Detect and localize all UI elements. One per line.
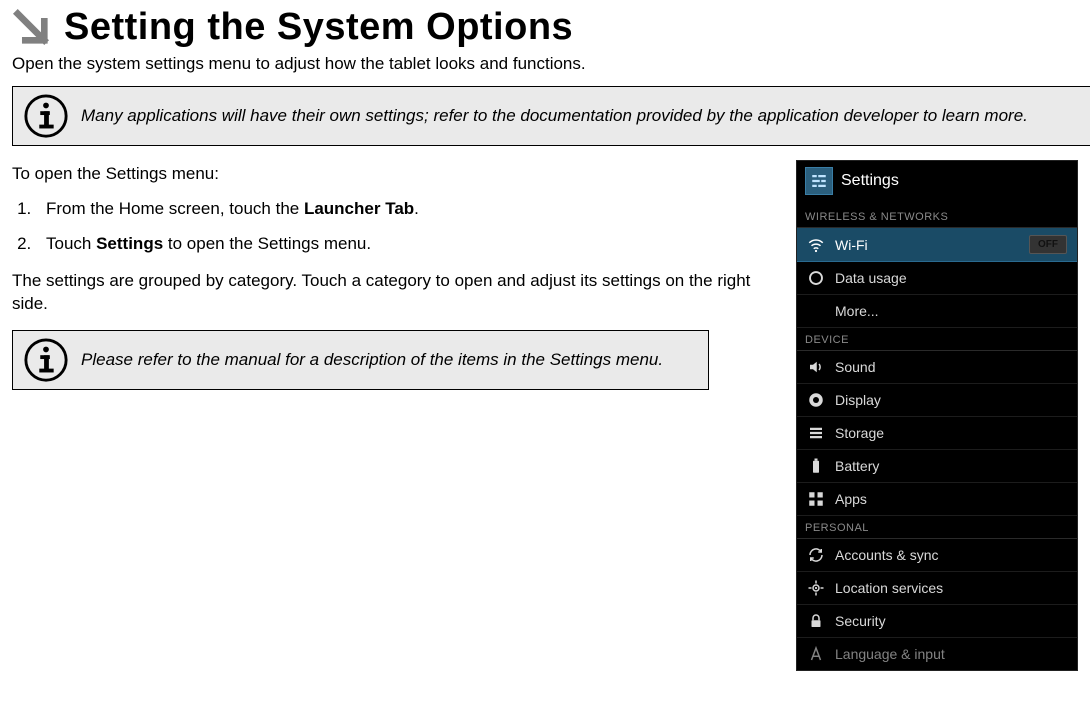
- section-wireless: WIRELESS & NETWORKS: [797, 205, 1077, 228]
- row-apps[interactable]: Apps: [797, 483, 1077, 516]
- instructions-column: To open the Settings menu: From the Home…: [12, 160, 782, 671]
- row-wifi-label: Wi-Fi: [835, 237, 1019, 253]
- step-2-bold: Settings: [96, 234, 163, 253]
- heading-row: Setting the System Options: [12, 8, 1078, 46]
- note-text-1: Many applications will have their own se…: [81, 105, 1028, 126]
- row-location-label: Location services: [835, 580, 1067, 596]
- row-battery-label: Battery: [835, 458, 1067, 474]
- wifi-toggle[interactable]: OFF: [1029, 235, 1067, 254]
- info-icon: [23, 337, 69, 383]
- row-data-usage[interactable]: Data usage: [797, 262, 1077, 295]
- note-box-2: Please refer to the manual for a descrip…: [12, 330, 709, 390]
- row-storage[interactable]: Storage: [797, 417, 1077, 450]
- info-icon: [23, 93, 69, 139]
- step-1-text-c: .: [414, 199, 419, 218]
- step-2: Touch Settings to open the Settings menu…: [36, 233, 782, 256]
- row-display-label: Display: [835, 392, 1067, 408]
- data-usage-icon: [807, 269, 825, 287]
- intro-text: Open the system settings menu to adjust …: [12, 54, 1078, 74]
- location-icon: [807, 579, 825, 597]
- lock-icon: [807, 612, 825, 630]
- display-icon: [807, 391, 825, 409]
- row-accounts-label: Accounts & sync: [835, 547, 1067, 563]
- row-wifi[interactable]: Wi-Fi OFF: [797, 228, 1077, 262]
- apps-icon: [807, 490, 825, 508]
- arrow-down-right-icon: [12, 8, 50, 46]
- page-title: Setting the System Options: [64, 8, 573, 46]
- row-data-label: Data usage: [835, 270, 1067, 286]
- sync-icon: [807, 546, 825, 564]
- row-location[interactable]: Location services: [797, 572, 1077, 605]
- row-display[interactable]: Display: [797, 384, 1077, 417]
- step-1-text-a: From the Home screen, touch the: [46, 199, 304, 218]
- blank-icon: [807, 302, 825, 320]
- row-sound[interactable]: Sound: [797, 351, 1077, 384]
- row-storage-label: Storage: [835, 425, 1067, 441]
- row-sound-label: Sound: [835, 359, 1067, 375]
- step-2-text-a: Touch: [46, 234, 96, 253]
- row-apps-label: Apps: [835, 491, 1067, 507]
- step-2-text-c: to open the Settings menu.: [163, 234, 371, 253]
- row-more[interactable]: More...: [797, 295, 1077, 328]
- sound-icon: [807, 358, 825, 376]
- row-language-label: Language & input: [835, 646, 1067, 662]
- settings-icon: [805, 167, 833, 195]
- device-header: Settings: [797, 161, 1077, 205]
- device-frame: Settings WIRELESS & NETWORKS Wi-Fi OFF D…: [796, 160, 1078, 671]
- after-steps-text: The settings are grouped by category. To…: [12, 270, 782, 316]
- steps-list: From the Home screen, touch the Launcher…: [12, 198, 782, 256]
- row-more-label: More...: [835, 303, 1067, 319]
- device-screenshot: Settings WIRELESS & NETWORKS Wi-Fi OFF D…: [796, 160, 1078, 671]
- section-device: DEVICE: [797, 328, 1077, 351]
- wifi-icon: [807, 236, 825, 254]
- note-box-1: Many applications will have their own se…: [12, 86, 1090, 146]
- row-security[interactable]: Security: [797, 605, 1077, 638]
- section-personal: PERSONAL: [797, 516, 1077, 539]
- language-icon: [807, 645, 825, 663]
- device-title: Settings: [841, 172, 899, 190]
- steps-intro: To open the Settings menu:: [12, 164, 782, 184]
- row-language[interactable]: Language & input: [797, 638, 1077, 670]
- storage-icon: [807, 424, 825, 442]
- note-text-2: Please refer to the manual for a descrip…: [81, 349, 663, 370]
- content-row: To open the Settings menu: From the Home…: [12, 160, 1078, 671]
- row-battery[interactable]: Battery: [797, 450, 1077, 483]
- battery-icon: [807, 457, 825, 475]
- step-1-bold: Launcher Tab: [304, 199, 414, 218]
- row-accounts[interactable]: Accounts & sync: [797, 539, 1077, 572]
- step-1: From the Home screen, touch the Launcher…: [36, 198, 782, 221]
- row-security-label: Security: [835, 613, 1067, 629]
